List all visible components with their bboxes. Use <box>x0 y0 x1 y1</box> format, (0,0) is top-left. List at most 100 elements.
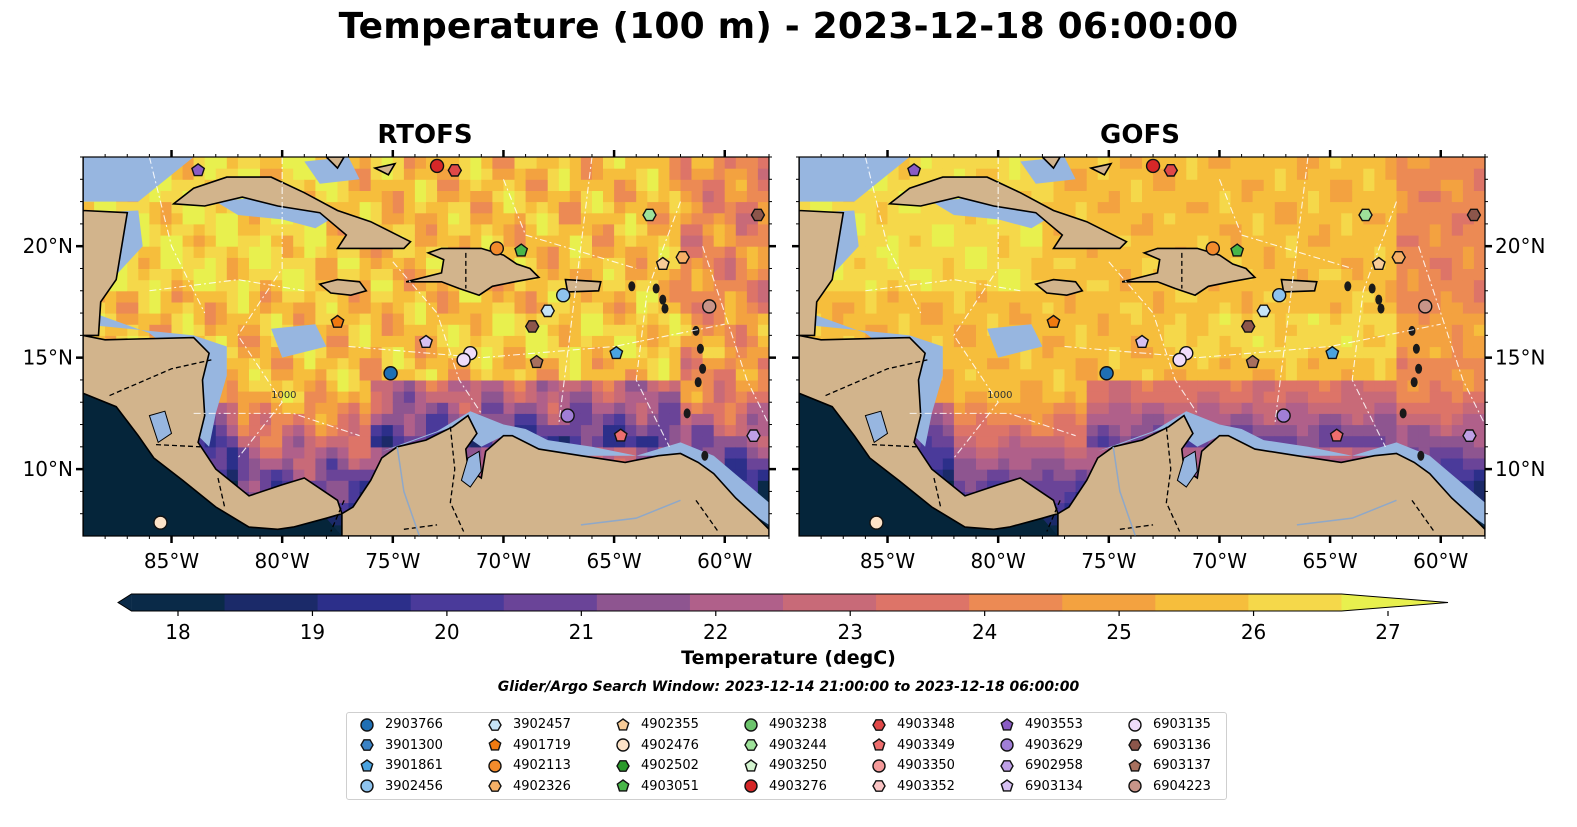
map-frame <box>82 156 770 537</box>
legend-item-4903349: 4903349 <box>871 736 955 756</box>
colorbar-segment <box>224 594 319 611</box>
legend-item-3901861: 3901861 <box>359 756 443 776</box>
shelf-3 <box>931 197 1054 229</box>
x-tick-label: 65°W <box>586 549 641 573</box>
colorbar-tick-label: 21 <box>569 620 594 644</box>
shelf-6 <box>1097 411 1485 525</box>
y-tick-label: 15°N <box>1495 346 1545 370</box>
legend-label: 6904223 <box>1153 778 1211 794</box>
island-9 <box>652 283 660 294</box>
shelf-4 <box>1020 157 1076 184</box>
hexagon-marker-icon <box>488 718 502 731</box>
colorbar-tick-label: 24 <box>972 620 997 644</box>
legend-label: 4903051 <box>641 778 699 794</box>
legend-item-4902476: 4902476 <box>615 736 699 756</box>
shelf-2 <box>799 157 910 202</box>
circle-marker-icon <box>1128 717 1142 732</box>
legend-item-6903135: 6903135 <box>1127 715 1211 735</box>
x-tick-label: 75°W <box>1081 549 1136 573</box>
legend-item-4903244: 4903244 <box>743 736 827 756</box>
eez-line-1 <box>237 157 283 459</box>
lake-0 <box>460 450 482 488</box>
shelf-5 <box>271 324 327 358</box>
legend-marker <box>744 779 758 793</box>
float-marker-6903135 <box>456 352 471 368</box>
circle-marker-icon <box>744 717 758 732</box>
legend-marker <box>360 739 374 751</box>
eez-line-6 <box>193 412 360 437</box>
float-marker-4901719 <box>330 314 345 328</box>
border-5 <box>1411 499 1435 532</box>
colorbar-tick-label: 27 <box>1375 620 1400 644</box>
legend-label: 4903349 <box>897 737 955 753</box>
legend-item-4903250: 4903250 <box>743 756 827 776</box>
legend-label: 4903352 <box>897 778 955 794</box>
legend-item-4902113: 4902113 <box>487 756 571 776</box>
island-8 <box>661 303 669 314</box>
float-marker-4903629 <box>1276 408 1291 423</box>
legend-label: 6903137 <box>1153 758 1211 773</box>
legend-label: 4903250 <box>769 758 827 773</box>
hexagon-marker-icon <box>744 739 758 751</box>
legend-marker <box>616 717 630 731</box>
float-marker-3902457 <box>1256 304 1272 318</box>
float-marker-4903051 <box>514 243 529 257</box>
float-marker-4903348 <box>1163 164 1179 177</box>
pentagon-marker-icon <box>1000 779 1014 792</box>
eez-line-2 <box>1108 261 1198 414</box>
land-hispaniola <box>1121 247 1257 297</box>
search-window-text: Glider/Argo Search Window: 2023-12-14 21… <box>497 679 1080 695</box>
legend-marker <box>872 758 886 773</box>
pentagon-marker-icon <box>1128 758 1142 772</box>
colorbar-tick-label: 23 <box>837 620 862 644</box>
legend-marker <box>1000 738 1014 752</box>
legend-marker <box>360 758 374 772</box>
shelf-3 <box>215 197 338 229</box>
pentagon-marker-icon <box>360 758 374 772</box>
island-0 <box>1408 325 1416 336</box>
land-bahamas2 <box>372 162 397 176</box>
float-marker-6903136 <box>1240 320 1256 333</box>
legend-item-4901719: 4901719 <box>487 736 571 756</box>
float-marker-4903553 <box>191 163 206 177</box>
legend-marker <box>488 738 502 751</box>
border-2 <box>933 477 942 508</box>
x-tick-label: 70°W <box>476 549 531 573</box>
float-marker-4902476 <box>869 515 884 530</box>
hexagon-marker-icon <box>872 718 886 731</box>
legend-item-4903629: 4903629 <box>999 736 1083 756</box>
land-centralAmerica <box>83 157 343 536</box>
circle-marker-icon <box>1000 738 1014 752</box>
legend-marker <box>488 718 502 731</box>
eez-line-4 <box>1351 201 1397 448</box>
y-tick-label: 20°N <box>23 234 73 258</box>
border-2 <box>217 477 226 508</box>
float-marker-4902113 <box>1205 241 1221 256</box>
float-marker-4903051 <box>1230 243 1245 257</box>
island-6 <box>1344 281 1352 292</box>
colorbar-tick-label: 25 <box>1106 620 1131 644</box>
colorbar-extend-min <box>118 594 132 611</box>
float-marker-6903136 <box>524 320 540 333</box>
circle-marker-icon <box>360 717 374 732</box>
legend-marker <box>1000 779 1014 792</box>
colorbar-segment <box>131 594 226 611</box>
land-centralAmerica <box>799 157 1059 536</box>
x-tick-label: 80°W <box>971 549 1026 573</box>
island-6 <box>628 281 636 292</box>
legend-item-2903766: 2903766 <box>359 715 443 735</box>
legend-marker <box>1000 717 1014 731</box>
legend-label: 4902476 <box>641 737 699 753</box>
river-1 <box>580 499 681 526</box>
x-tick-label: 80°W <box>255 549 310 573</box>
pentagon-marker-icon <box>1000 717 1014 731</box>
island-1 <box>696 343 704 354</box>
colorbar-segment <box>783 594 877 611</box>
legend-label: 2903766 <box>385 717 443 732</box>
float-marker-2903766 <box>383 366 398 381</box>
pentagon-marker-icon <box>488 738 502 751</box>
circle-marker-icon <box>1128 779 1142 793</box>
island-4 <box>1399 408 1407 419</box>
hexagon-marker-icon <box>872 780 886 792</box>
